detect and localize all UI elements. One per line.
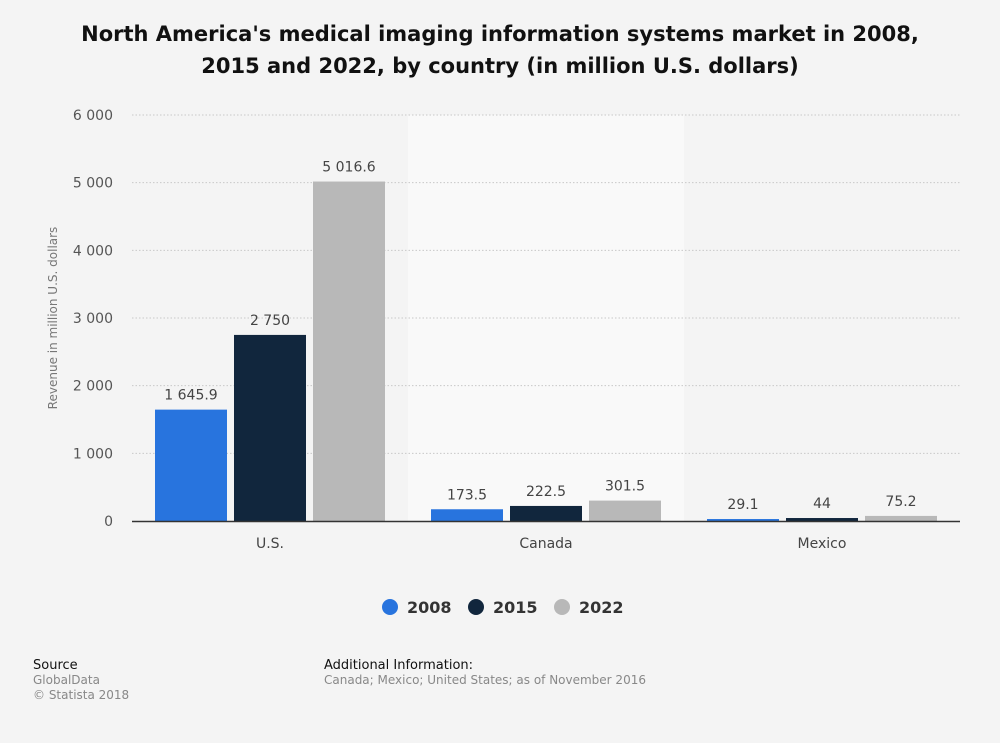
data-label: 75.2	[885, 494, 916, 510]
additional-text: Canada; Mexico; United States; as of Nov…	[324, 673, 646, 687]
data-label: 1 645.9	[164, 388, 217, 404]
bar-2008-us[interactable]	[155, 409, 227, 521]
bars	[155, 181, 937, 521]
y-tick-label: 0	[104, 514, 113, 530]
data-labels: 1 645.9 2 750 5 016.6 173.5 222.5 301.5 29.1 44…	[164, 160, 916, 513]
chart-title: North America's medical imaging informat…	[81, 22, 919, 78]
x-category-label: Canada	[519, 536, 572, 552]
bar-2022-us[interactable]	[313, 181, 385, 521]
y-tick-label: 3 000	[73, 311, 113, 327]
legend-label: 2022	[579, 598, 624, 617]
bar-2008-canada[interactable]	[431, 509, 503, 521]
y-axis-label: Revenue in million U.S. dollars	[46, 227, 60, 410]
legend-item-2008[interactable]: 2008	[382, 598, 452, 617]
data-label: 301.5	[605, 479, 645, 495]
y-tick-label: 5 000	[73, 176, 113, 192]
bar-2015-mexico[interactable]	[786, 518, 858, 521]
bar-2015-us[interactable]	[234, 334, 306, 521]
bar-2008-mexico[interactable]	[707, 519, 779, 521]
y-tick-label: 6 000	[73, 108, 113, 124]
x-category-label: U.S.	[256, 536, 284, 552]
source-heading: Source	[33, 658, 78, 673]
y-axis-ticks: 0 1 000 2 000 3 000 4 000 5 000 6 000	[73, 108, 113, 530]
data-label: 173.5	[447, 487, 487, 503]
copyright[interactable]: © Statista 2018	[33, 688, 130, 702]
source-name[interactable]: GlobalData	[33, 673, 100, 687]
legend-item-2015[interactable]: 2015	[468, 598, 538, 617]
bar-2022-canada[interactable]	[589, 500, 661, 521]
data-label: 222.5	[526, 484, 566, 500]
y-tick-label: 4 000	[73, 243, 113, 259]
legend-marker	[382, 599, 398, 615]
source-block: Source GlobalData © Statista 2018	[33, 658, 129, 703]
additional-heading: Additional Information:	[324, 658, 474, 673]
category-labels: U.S. Canada Mexico	[256, 536, 846, 552]
legend-label: 2008	[407, 598, 452, 617]
legend-marker	[468, 599, 484, 615]
x-category-label: Mexico	[798, 536, 847, 552]
data-label: 29.1	[727, 497, 758, 513]
bar-2015-canada[interactable]	[510, 505, 582, 521]
y-tick-label: 1 000	[73, 446, 113, 462]
data-label: 44	[813, 496, 831, 512]
legend[interactable]: 2008 2015 2022	[382, 598, 624, 617]
legend-label: 2015	[493, 598, 538, 617]
data-label: 5 016.6	[322, 160, 376, 176]
additional-info-block: Additional Information: Canada; Mexico; …	[324, 658, 646, 688]
legend-item-2022[interactable]: 2022	[554, 598, 624, 617]
bar-2022-mexico[interactable]	[865, 515, 937, 521]
legend-marker	[554, 599, 570, 615]
data-label: 2 750	[250, 313, 290, 329]
y-tick-label: 2 000	[73, 379, 113, 395]
